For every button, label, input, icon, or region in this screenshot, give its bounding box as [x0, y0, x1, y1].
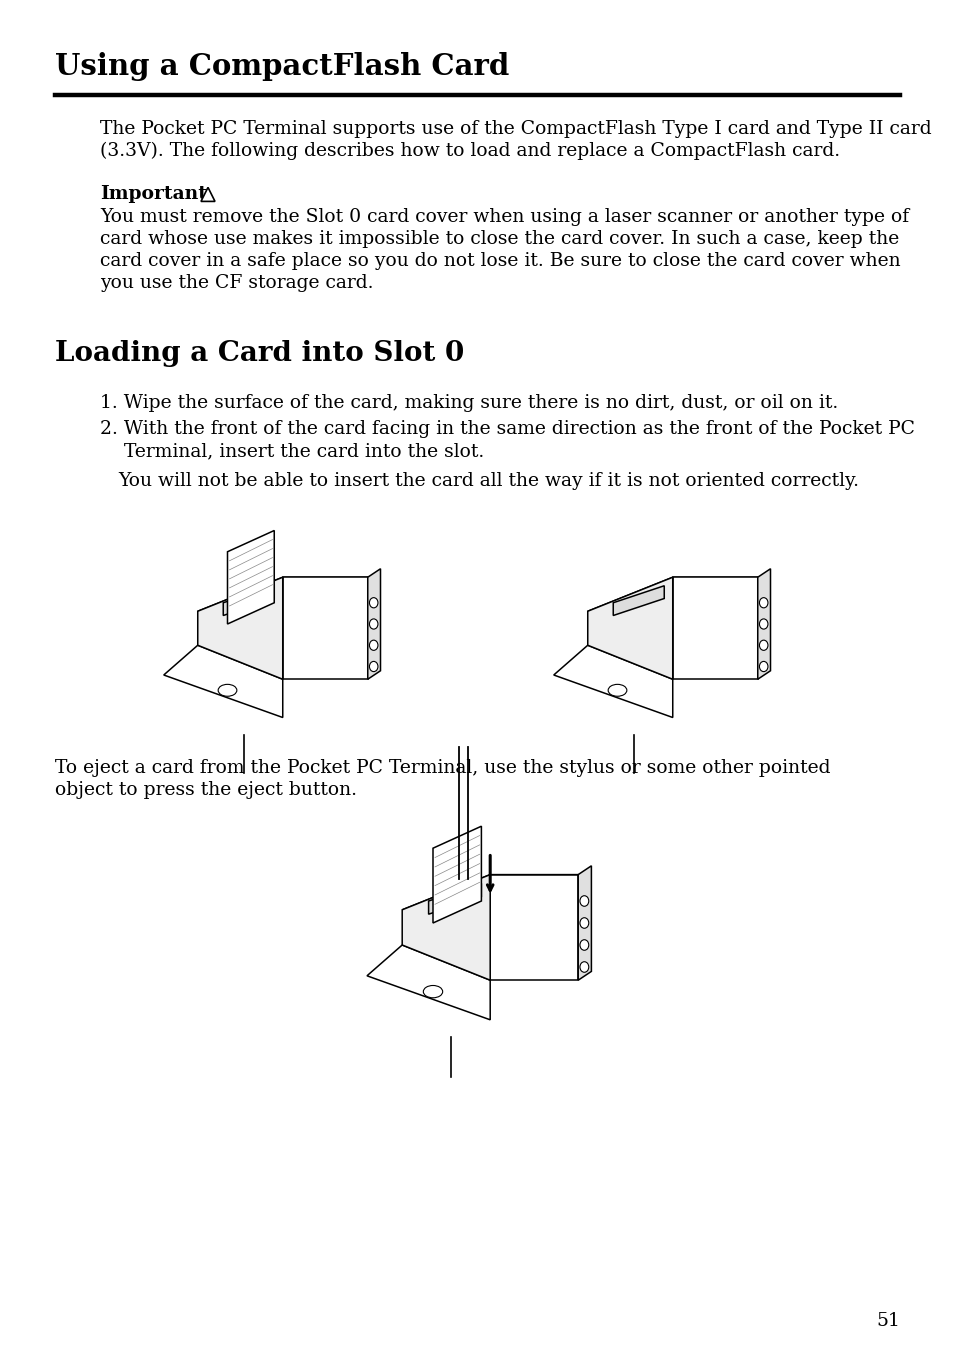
Ellipse shape — [218, 684, 236, 696]
Ellipse shape — [369, 619, 377, 629]
Text: (3.3V). The following describes how to load and replace a CompactFlash card.: (3.3V). The following describes how to l… — [100, 142, 840, 160]
Polygon shape — [367, 944, 490, 1020]
Polygon shape — [613, 585, 663, 615]
Polygon shape — [428, 883, 481, 915]
Polygon shape — [402, 874, 578, 909]
Text: You must remove the Slot 0 card cover when using a laser scanner or another type: You must remove the Slot 0 card cover wh… — [100, 209, 908, 226]
Polygon shape — [197, 577, 282, 679]
Polygon shape — [367, 569, 380, 679]
Ellipse shape — [607, 684, 626, 696]
Ellipse shape — [579, 917, 588, 928]
Ellipse shape — [369, 598, 377, 608]
Polygon shape — [553, 645, 672, 718]
Ellipse shape — [369, 640, 377, 650]
Ellipse shape — [759, 661, 767, 672]
Ellipse shape — [579, 962, 588, 973]
Polygon shape — [201, 187, 214, 202]
Polygon shape — [402, 874, 490, 980]
Text: card cover in a safe place so you do not lose it. Be sure to close the card cove: card cover in a safe place so you do not… — [100, 252, 900, 270]
Ellipse shape — [579, 940, 588, 950]
Text: you use the CF storage card.: you use the CF storage card. — [100, 274, 374, 291]
Text: To eject a card from the Pocket PC Terminal, use the stylus or some other pointe: To eject a card from the Pocket PC Termi… — [55, 759, 830, 776]
Text: 2. With the front of the card facing in the same direction as the front of the P: 2. With the front of the card facing in … — [100, 420, 914, 438]
Ellipse shape — [759, 619, 767, 629]
Polygon shape — [757, 569, 770, 679]
Polygon shape — [282, 577, 367, 679]
Text: Using a CompactFlash Card: Using a CompactFlash Card — [55, 51, 509, 81]
Text: 1. Wipe the surface of the card, making sure there is no dirt, dust, or oil on i: 1. Wipe the surface of the card, making … — [100, 394, 838, 412]
Ellipse shape — [369, 661, 377, 672]
Polygon shape — [587, 577, 672, 679]
Text: object to press the eject button.: object to press the eject button. — [55, 780, 356, 799]
Polygon shape — [578, 866, 591, 980]
Polygon shape — [490, 874, 578, 980]
Polygon shape — [433, 827, 481, 923]
Ellipse shape — [759, 598, 767, 608]
Text: !: ! — [206, 194, 210, 202]
Polygon shape — [672, 577, 757, 679]
Text: The Pocket PC Terminal supports use of the CompactFlash Type I card and Type II : The Pocket PC Terminal supports use of t… — [100, 121, 931, 138]
Text: Loading a Card into Slot 0: Loading a Card into Slot 0 — [55, 340, 464, 367]
Ellipse shape — [759, 640, 767, 650]
Polygon shape — [227, 531, 274, 625]
Text: 51: 51 — [875, 1312, 899, 1331]
Polygon shape — [197, 577, 367, 611]
Ellipse shape — [423, 985, 442, 997]
Polygon shape — [223, 585, 274, 615]
Text: You will not be able to insert the card all the way if it is not oriented correc: You will not be able to insert the card … — [118, 472, 858, 491]
Polygon shape — [164, 645, 282, 718]
Polygon shape — [587, 577, 757, 611]
Text: Important: Important — [100, 186, 207, 203]
Text: card whose use makes it impossible to close the card cover. In such a case, keep: card whose use makes it impossible to cl… — [100, 230, 899, 248]
Text: Terminal, insert the card into the slot.: Terminal, insert the card into the slot. — [100, 442, 484, 459]
Ellipse shape — [579, 896, 588, 906]
